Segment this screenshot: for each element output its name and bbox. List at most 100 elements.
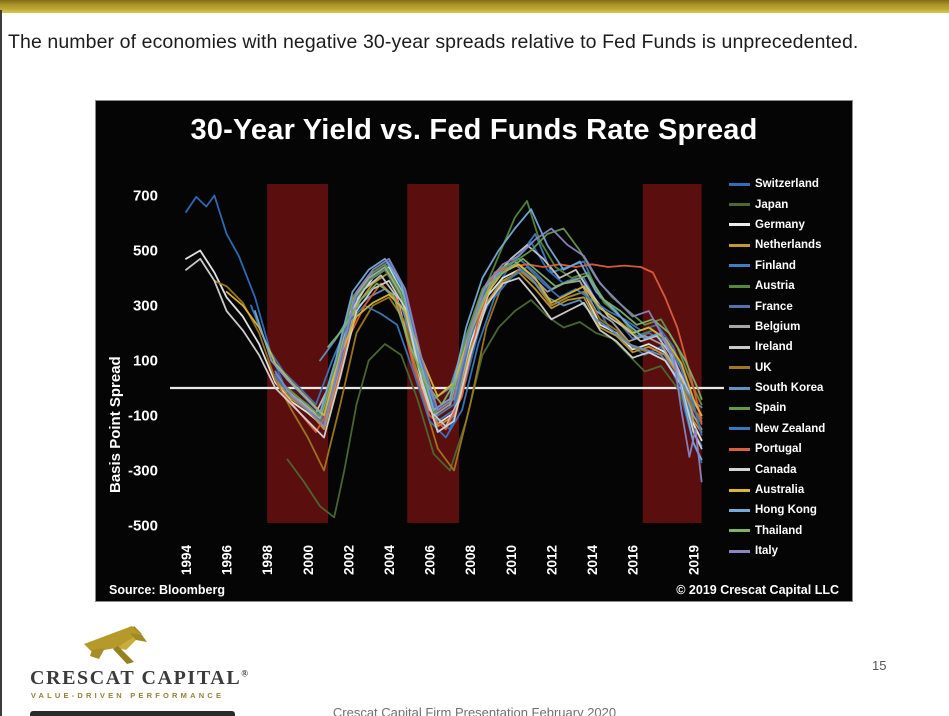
legend-label: Switzerland [755, 178, 819, 191]
legend-item-italy: Italy [729, 541, 825, 561]
legend-item-belgium: Belgium [729, 317, 825, 337]
legend-label: Thailand [755, 524, 803, 537]
x-tick-label: 2008 [463, 544, 478, 575]
legend-label: Australia [755, 484, 805, 497]
legend-item-new-zealand: New Zealand [729, 419, 825, 439]
legend-item-finland: Finland [729, 256, 825, 276]
legend-label: South Korea [755, 382, 824, 395]
footer-accent-bar [30, 711, 235, 716]
y-axis-label: Basis Point Spread [107, 356, 124, 493]
legend-item-japan: Japan [729, 194, 825, 214]
legend-label: Spain [755, 402, 787, 415]
legend-swatch [729, 366, 750, 370]
legend-swatch [729, 182, 750, 186]
crescat-cat-icon [84, 626, 147, 664]
x-tick-label: 2000 [301, 545, 316, 575]
y-tick-label: 300 [133, 298, 158, 315]
legend-item-australia: Australia [729, 480, 825, 500]
x-tick-label: 1996 [220, 544, 235, 575]
x-tick-label: 2006 [423, 544, 438, 575]
slide-headline: The number of economies with negative 30… [8, 31, 859, 53]
y-tick-label: 500 [133, 243, 158, 260]
legend-item-hong-kong: Hong Kong [729, 500, 825, 520]
y-tick-label: -300 [128, 463, 158, 480]
legend-swatch [729, 549, 750, 553]
legend-swatch [729, 305, 750, 309]
registered-mark: ® [241, 668, 250, 679]
legend-item-south-korea: South Korea [729, 378, 825, 398]
chart-legend: Switzerland Japan Germany Netherlands Finlan… [729, 174, 825, 561]
series-line-new-zealand [250, 266, 703, 439]
legend-label: Germany [755, 218, 805, 231]
inversion-band-1 [267, 184, 329, 523]
legend-item-spain: Spain [729, 398, 825, 418]
legend-item-portugal: Portugal [729, 439, 825, 459]
x-tick-label: 2010 [504, 545, 519, 575]
series-line-hong-kong [254, 208, 703, 461]
legend-item-germany: Germany [729, 215, 825, 235]
series-line-canada [185, 257, 703, 450]
series-line-finland [274, 233, 703, 447]
legend-swatch [729, 203, 750, 207]
legend-swatch [729, 508, 750, 512]
x-tick-label: 1994 [179, 544, 194, 575]
series-line-italy [274, 227, 703, 483]
x-tick-label: 2004 [382, 544, 397, 575]
legend-label: New Zealand [755, 422, 826, 435]
legend-swatch [729, 345, 750, 349]
legend-label: Belgium [755, 320, 801, 333]
legend-label: Japan [755, 198, 789, 211]
legend-label: Hong Kong [755, 504, 817, 517]
legend-swatch [729, 447, 750, 451]
x-tick-label: 2002 [341, 545, 356, 575]
legend-swatch [729, 243, 750, 247]
legend-swatch [729, 488, 750, 492]
logo-wordmark: CRESCAT CAPITAL® [30, 667, 250, 689]
series-line-austria [286, 200, 703, 425]
footer-caption: Crescat Capital Firm Presentation Februa… [332, 705, 617, 716]
legend-swatch [729, 386, 750, 390]
legend-swatch [729, 406, 750, 410]
legend-label: Austria [755, 280, 795, 293]
legend-item-netherlands: Netherlands [729, 235, 825, 255]
legend-label: Portugal [755, 443, 802, 456]
chart-title: 30-Year Yield vs. Fed Funds Rate Spread [190, 114, 758, 146]
legend-label: Ireland [755, 341, 793, 354]
y-tick-label: -100 [128, 408, 158, 425]
legend-label: Finland [755, 259, 796, 272]
top-accent-bar [0, 0, 949, 13]
legend-label: UK [755, 361, 772, 374]
legend-swatch [729, 468, 750, 472]
y-tick-label: 700 [133, 188, 158, 205]
legend-swatch [729, 264, 750, 268]
legend-item-thailand: Thailand [729, 521, 825, 541]
y-tick-label: 100 [133, 353, 158, 370]
y-tick-label: -500 [128, 518, 158, 535]
legend-label: Canada [755, 463, 797, 476]
legend-item-austria: Austria [729, 276, 825, 296]
slide-left-edge [0, 10, 2, 716]
crescat-logo: CRESCAT CAPITAL® VALUE-DRIVEN PERFORMANC… [30, 622, 250, 700]
legend-item-france: France [729, 296, 825, 316]
x-tick-label: 2016 [626, 544, 641, 575]
x-tick-label: 2012 [544, 545, 559, 575]
copyright-label: © 2019 Crescat Capital LLC [676, 583, 839, 597]
page-number: 15 [872, 658, 887, 673]
legend-item-switzerland: Switzerland [729, 174, 825, 194]
legend-label: France [755, 300, 793, 313]
legend-swatch [729, 529, 750, 533]
legend-swatch [729, 284, 750, 288]
x-tick-label: 1998 [260, 544, 275, 575]
legend-label: Netherlands [755, 239, 822, 252]
legend-item-canada: Canada [729, 459, 825, 479]
legend-swatch [729, 325, 750, 329]
chart-plot: 700 500 300 100 -100 -300 -500 1994 1996 1998 2000… [107, 184, 724, 575]
x-tick-label: 2019 [687, 545, 702, 575]
legend-item-uk: UK [729, 358, 825, 378]
x-tick-label: 2014 [585, 544, 600, 575]
logo-tagline: VALUE-DRIVEN PERFORMANCE [30, 691, 225, 700]
legend-swatch [729, 427, 750, 431]
legend-label: Italy [755, 545, 779, 558]
chart-panel: 700 500 300 100 -100 -300 -500 1994 1996 1998 2000… [95, 100, 853, 602]
